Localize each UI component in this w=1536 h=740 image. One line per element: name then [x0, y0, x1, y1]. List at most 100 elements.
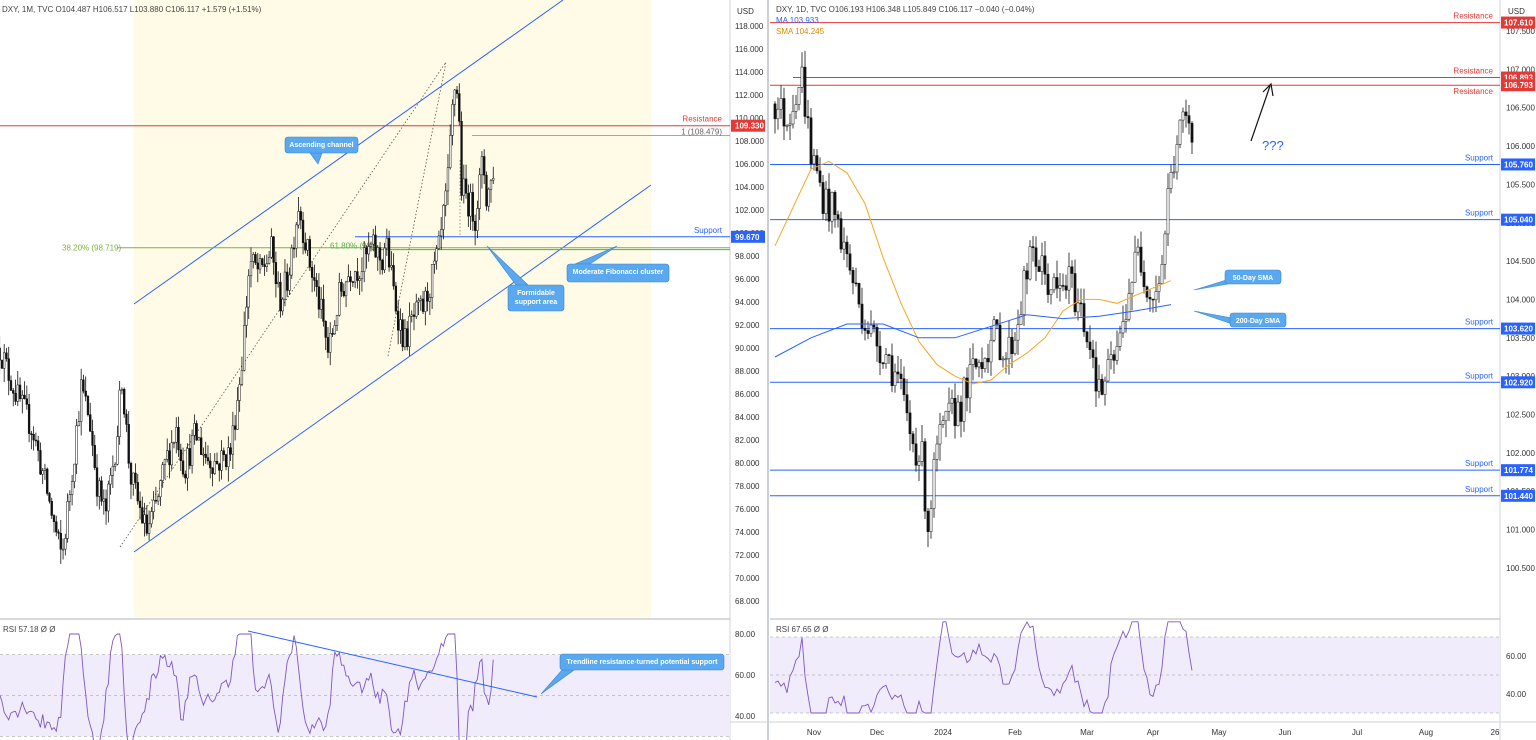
candle-body: [261, 258, 264, 265]
candle-body: [387, 237, 391, 268]
candle-body: [333, 325, 336, 335]
candle-body: [878, 345, 882, 364]
candle-body: [283, 271, 287, 300]
candle-body: [989, 339, 993, 363]
candle-body: [890, 355, 894, 386]
candle-body: [326, 337, 330, 353]
candle-body: [444, 190, 447, 206]
left-rsi-line: [0, 633, 494, 740]
candle-body: [243, 325, 246, 371]
candle-body: [1142, 271, 1146, 287]
candle-body: [59, 533, 62, 550]
right-month-tick: Nov: [807, 728, 821, 737]
candle-body: [812, 155, 816, 165]
left-price-tick: 104.000: [735, 183, 764, 192]
candle-body: [254, 254, 257, 264]
candle-body: [914, 443, 918, 466]
candle-body: [875, 326, 879, 347]
candle-body: [1118, 332, 1122, 347]
left-price-tick: 118.000: [735, 22, 764, 31]
candle-body: [469, 192, 472, 217]
candle-body: [1049, 289, 1053, 295]
left-price-tick: 78.000: [735, 482, 760, 491]
candle-body: [16, 384, 19, 402]
candle-body: [430, 264, 434, 298]
left-price-tick: 92.000: [735, 321, 760, 330]
candle-body: [908, 412, 912, 435]
candle-body: [170, 442, 173, 466]
candle-body: [77, 421, 81, 426]
left-candles: [0, 83, 495, 564]
candle-body: [992, 319, 996, 341]
candle-body: [147, 523, 151, 534]
candle-body: [920, 441, 924, 462]
candle-body: [360, 271, 364, 280]
support-price-badge: 101.440: [1501, 489, 1535, 502]
candle-body: [256, 262, 259, 270]
candle-body: [788, 123, 792, 126]
candle-body: [917, 461, 921, 466]
candle-body: [277, 281, 280, 284]
candle-body: [107, 483, 110, 512]
resistance-label: Resistance: [1453, 12, 1493, 21]
candle-body: [857, 283, 861, 305]
candle-body: [424, 290, 427, 312]
candle-body: [1001, 358, 1005, 361]
badge-text: 101.440: [1504, 492, 1533, 501]
candle-body: [392, 265, 395, 287]
candle-body: [286, 271, 289, 291]
candle-body: [1076, 302, 1080, 313]
candle-body: [21, 394, 24, 400]
candle-body: [935, 443, 939, 460]
left-price-tick: 86.000: [735, 390, 760, 399]
candle-body: [1010, 336, 1014, 354]
candle-body: [944, 410, 948, 422]
candle-body: [175, 427, 178, 443]
support-label: Support: [1465, 459, 1494, 468]
candle-body: [458, 93, 461, 122]
candle-body: [351, 281, 355, 283]
formidable-support-callout: Formidable support area: [486, 245, 565, 312]
candle-body: [1022, 270, 1026, 315]
candle-body: [821, 182, 825, 214]
left-price-tick: 116.000: [735, 45, 764, 54]
candle-body: [215, 460, 219, 465]
candle-body: [428, 297, 432, 302]
candle-body: [467, 193, 470, 217]
fib-618-label: 61.80% (98.5: [330, 242, 378, 251]
candle-body: [1163, 233, 1167, 265]
candle-body: [1169, 171, 1173, 189]
right-price-tick: 107.500: [1506, 27, 1535, 36]
candle-body: [80, 379, 83, 422]
badge-bg: [1501, 79, 1535, 92]
candle-body: [869, 324, 873, 334]
candle-body: [320, 298, 323, 310]
candle-body: [177, 427, 180, 451]
candle-body: [899, 373, 903, 379]
candle-body: [161, 464, 164, 481]
right-rsi-tick: 60.00: [1506, 652, 1527, 661]
candle-body: [902, 378, 906, 395]
candle-body: [815, 155, 819, 172]
candle-body: [37, 440, 40, 451]
right-candles: [773, 50, 1194, 547]
candle-body: [304, 242, 307, 251]
candle-body: [295, 224, 298, 249]
candle-body: [403, 328, 407, 348]
left-support-label: Support: [694, 226, 723, 235]
candle-body: [956, 401, 960, 427]
candle-body: [806, 116, 810, 119]
left-rsi-label: RSI 57.18 Ø Ø: [3, 625, 55, 634]
candle-body: [104, 498, 108, 512]
left-price-tick: 70.000: [735, 574, 760, 583]
candle-body: [204, 453, 207, 458]
left-price-tick: 74.000: [735, 528, 760, 537]
candle-body: [887, 354, 891, 356]
candle-body: [141, 507, 144, 524]
candle-body: [55, 521, 58, 533]
right-month-tick: Jul: [1352, 728, 1362, 737]
right-month-tick: Jun: [1279, 728, 1292, 737]
candle-body: [803, 66, 807, 117]
candle-body: [100, 480, 103, 502]
left-price-tick: 68.000: [735, 597, 760, 606]
